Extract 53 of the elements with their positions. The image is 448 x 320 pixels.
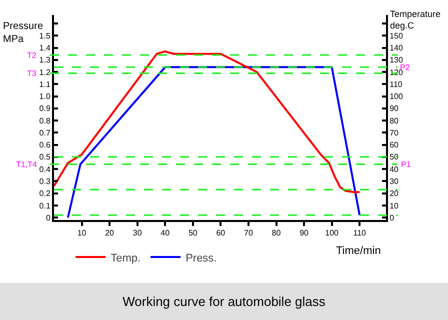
x-tick-label: 90 xyxy=(300,228,310,238)
x-tick-label: 40 xyxy=(160,228,170,238)
y2-tick-label: 60 xyxy=(390,140,400,150)
y-tick-label: 1.4 xyxy=(39,44,51,53)
x-tick-label: 80 xyxy=(272,228,282,238)
y-tick-label: 1.1 xyxy=(39,80,51,89)
y-tick-label: 0 xyxy=(46,213,51,222)
y2-tick-label: 140 xyxy=(390,44,404,53)
y2-tick-label: 130 xyxy=(390,56,404,65)
y-tick-label: 0.4 xyxy=(39,164,51,174)
x-tick-label: 50 xyxy=(188,228,198,238)
x-tick-label: 10 xyxy=(77,228,87,238)
y-tick-label: 1.3 xyxy=(39,56,51,65)
y2-tick-label: 150 xyxy=(390,31,404,40)
annotation: P1 xyxy=(401,160,412,169)
y-tick-label: 1.5 xyxy=(39,31,51,40)
y2-tick-label: 40 xyxy=(390,164,400,174)
y-tick-label: 0.9 xyxy=(39,104,51,114)
y-tick-label: 1.0 xyxy=(39,92,51,102)
x-tick-label: 110 xyxy=(353,228,367,238)
text: Working curve for automobile glass xyxy=(0,283,448,320)
legend-label: Temp. xyxy=(110,252,141,264)
y-tick-label: 0.7 xyxy=(39,128,51,138)
line-series xyxy=(66,66,361,219)
x-tick-label: 100 xyxy=(325,228,340,238)
x-tick-label: 30 xyxy=(132,228,142,238)
y-tick-label: 1.2 xyxy=(39,68,51,77)
y-tick-label: 0.2 xyxy=(39,189,51,198)
y-tick-label: 0.8 xyxy=(39,116,51,126)
y2-tick-label: 50 xyxy=(390,152,400,162)
y-tick-label: 0.6 xyxy=(39,140,51,150)
x-tick-label: 20 xyxy=(105,228,115,238)
x-tick-label: 60 xyxy=(216,228,226,238)
x-tick-label: 70 xyxy=(244,228,254,238)
y2-tick-label: 10 xyxy=(390,201,400,210)
y2-tick-label: 90 xyxy=(390,104,400,114)
ref-line-label: T3 xyxy=(27,69,37,78)
y2-tick-label: 20 xyxy=(390,189,400,198)
y2-axis-title: Temperature deg.C xyxy=(390,9,441,31)
y-tick-label: 0.5 xyxy=(39,152,51,162)
y2-tick-label: 100 xyxy=(390,92,404,102)
y2-tick-label: 110 xyxy=(390,80,403,89)
y-tick-label: 0.1 xyxy=(39,201,51,210)
y-tick-label: 0.3 xyxy=(39,176,51,186)
legend-label: Press. xyxy=(186,252,217,264)
ref-line-label: T1,T4 xyxy=(16,160,38,169)
y2-tick-label: 30 xyxy=(390,176,400,186)
ref-line-label: T2 xyxy=(27,51,37,60)
x-axis-title: Time/min xyxy=(336,245,381,257)
line-series xyxy=(54,50,361,194)
y2-tick-label: 70 xyxy=(390,128,400,138)
y2-tick-label: 0 xyxy=(390,213,395,222)
y2-tick-label: 80 xyxy=(390,116,400,126)
